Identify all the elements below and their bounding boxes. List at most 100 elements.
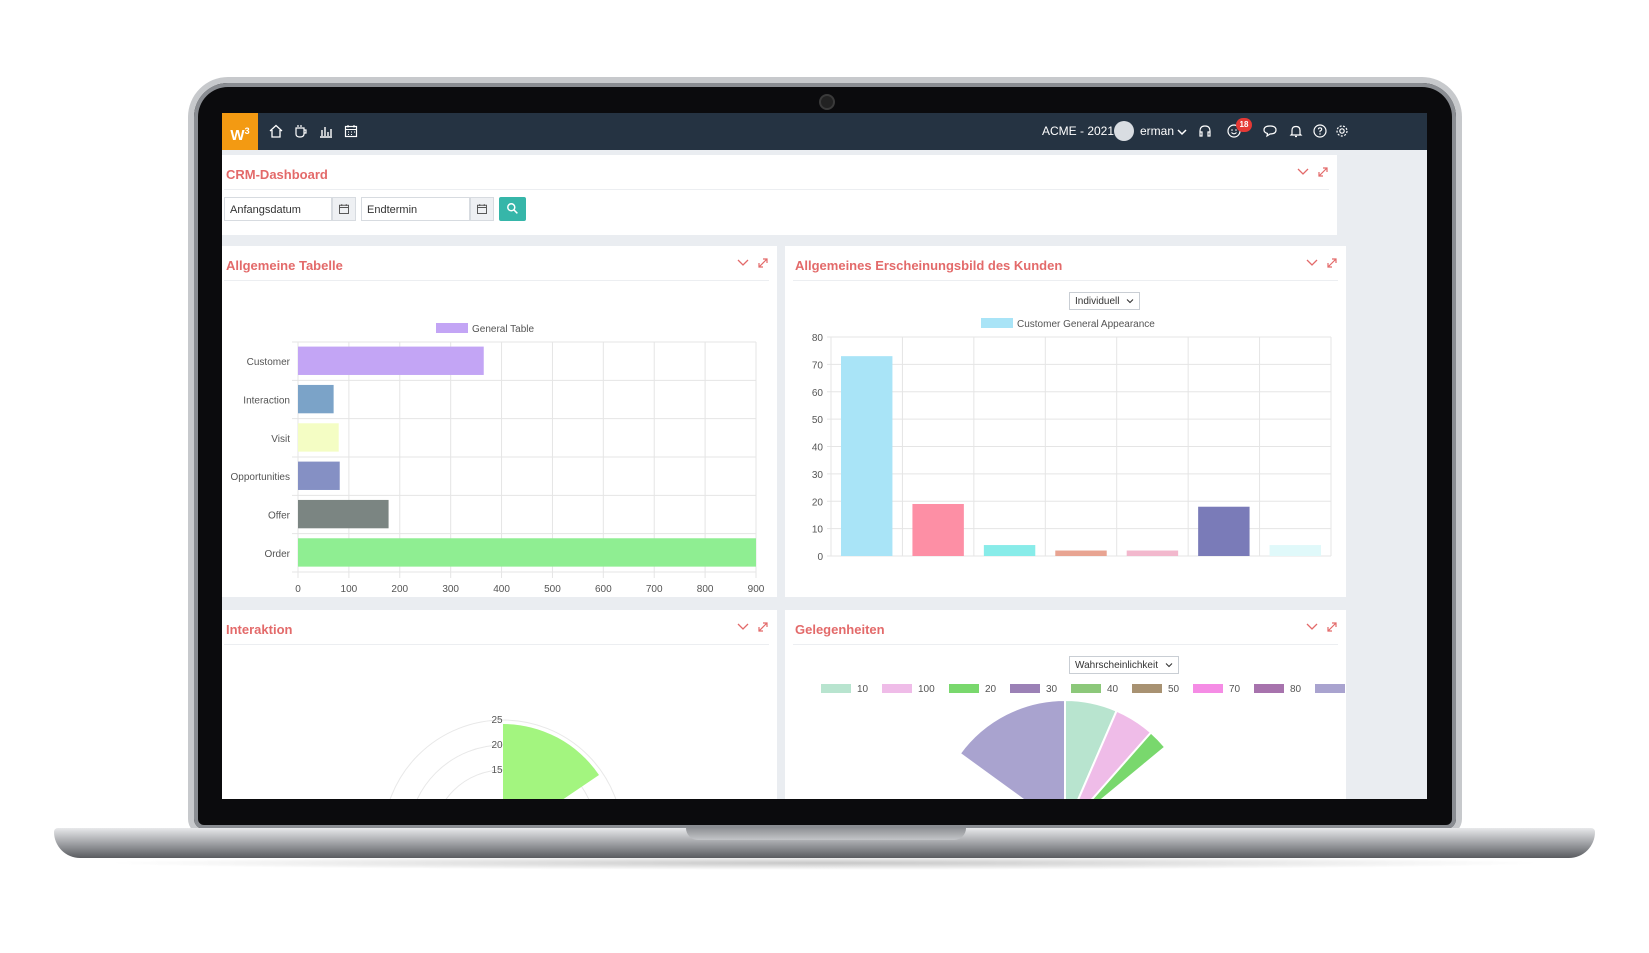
- opportunities-panel: Gelegenheiten Wahrscheinlichkeit 10 100 20…: [785, 610, 1346, 799]
- legend-label: 80: [1290, 684, 1302, 695]
- legend-swatch: [1193, 684, 1223, 693]
- legend-swatch: [1315, 684, 1345, 693]
- legend-swatch: [949, 684, 979, 693]
- page-title: CRM-Dashboard: [226, 167, 328, 182]
- webcam-icon: [819, 94, 835, 110]
- collapse-icon[interactable]: [736, 256, 750, 270]
- legend-label: 30: [1046, 684, 1058, 695]
- expand-icon[interactable]: [756, 620, 770, 634]
- expand-icon[interactable]: [1325, 256, 1339, 270]
- legend-label: 10: [857, 684, 869, 695]
- y-tick-label: 50: [812, 415, 824, 426]
- bar: [1126, 550, 1179, 556]
- polar-tick-label: 20: [491, 740, 503, 751]
- calendar-icon[interactable]: [343, 123, 359, 139]
- laptop-base-notch: [686, 828, 966, 840]
- legend-swatch: [1132, 684, 1162, 693]
- start-date-input[interactable]: Anfangsdatum: [224, 197, 332, 221]
- legend-swatch: [1071, 684, 1101, 693]
- divider: [793, 280, 1338, 281]
- y-tick-label: 0: [817, 552, 823, 563]
- bar: [1055, 550, 1107, 556]
- gear-icon[interactable]: [1334, 123, 1350, 139]
- y-tick-label: 30: [812, 470, 824, 481]
- panel-title: Allgemeines Erscheinungsbild des Kunden: [795, 258, 1063, 273]
- expand-icon[interactable]: [1325, 620, 1339, 634]
- y-tick-label: 80: [812, 333, 824, 344]
- bar: [298, 461, 340, 490]
- polar-tick-label: 15: [491, 765, 503, 776]
- legend-label: 40: [1107, 684, 1119, 695]
- collapse-icon[interactable]: [736, 620, 750, 634]
- app-screen: W3 ACME - 2021 erman 18 CRM-Dashboard An…: [222, 113, 1427, 799]
- general-table-panel: Allgemeine Tabelle General Table 0 100 200 3…: [222, 246, 777, 597]
- headset-icon[interactable]: [1197, 123, 1213, 139]
- probability-filter-select[interactable]: Wahrscheinlichkeit: [1069, 656, 1179, 674]
- bar: [1269, 545, 1321, 556]
- coffee-icon[interactable]: [293, 123, 309, 139]
- x-tick-label: 600: [595, 584, 612, 595]
- x-tick-label: 800: [697, 584, 714, 595]
- chat-icon[interactable]: [1262, 123, 1278, 139]
- panel-title: Interaktion: [226, 622, 293, 637]
- legend-label: General Table: [472, 324, 535, 335]
- collapse-icon[interactable]: [1305, 256, 1319, 270]
- polar-grid-ring: [389, 719, 617, 799]
- bar: [298, 423, 339, 452]
- chevron-down-icon: [1127, 299, 1134, 304]
- polar-tick-label: 25: [491, 715, 503, 726]
- bar: [841, 356, 893, 556]
- chevron-down-icon: [1165, 663, 1173, 668]
- expand-icon[interactable]: [756, 256, 770, 270]
- home-icon[interactable]: [268, 123, 284, 139]
- bar: [298, 538, 756, 567]
- x-tick-label: 0: [295, 584, 301, 595]
- opportunities-pie-chart: 1010020304050708090: [821, 684, 1345, 799]
- chevron-down-icon[interactable]: [1174, 124, 1190, 140]
- divider: [793, 644, 1338, 645]
- user-menu[interactable]: erman: [1140, 124, 1175, 138]
- end-date-calendar-button[interactable]: [470, 197, 494, 221]
- bar-chart-icon[interactable]: [318, 123, 334, 139]
- legend-label: Customer General Appearance: [1017, 319, 1155, 330]
- end-date-input[interactable]: Endtermin: [361, 197, 470, 221]
- y-tick-label: Order: [264, 549, 290, 560]
- legend-label: 50: [1168, 684, 1180, 695]
- calendar-icon: [339, 204, 349, 214]
- general-table-chart: General Table 0 100 200 300 400 500 600 700 800 90…: [231, 323, 765, 595]
- app-logo[interactable]: W3: [222, 113, 258, 150]
- avatar[interactable]: [1114, 121, 1134, 141]
- collapse-icon[interactable]: [1296, 165, 1310, 179]
- interaction-panel: Interaktion 25 20 15: [222, 610, 777, 799]
- y-tick-label: 10: [812, 525, 824, 536]
- help-icon[interactable]: [1312, 123, 1328, 139]
- x-tick-label: 900: [748, 584, 765, 595]
- customer-appearance-panel: Allgemeines Erscheinungsbild des Kunden …: [785, 246, 1346, 597]
- bar: [912, 503, 964, 556]
- divider: [224, 644, 769, 645]
- appearance-filter-select[interactable]: Individuell: [1069, 292, 1141, 310]
- y-tick-label: 70: [812, 360, 824, 371]
- legend-swatch: [1010, 684, 1040, 693]
- expand-icon[interactable]: [1316, 165, 1330, 179]
- divider: [224, 189, 1329, 190]
- collapse-icon[interactable]: [1305, 620, 1319, 634]
- y-tick-label: 40: [812, 443, 824, 454]
- search-button[interactable]: [499, 197, 526, 221]
- crm-dashboard-panel: CRM-Dashboard: [222, 155, 1337, 235]
- x-tick-label: 700: [646, 584, 663, 595]
- legend-label: 20: [985, 684, 997, 695]
- company-label[interactable]: ACME - 2021: [1042, 124, 1115, 138]
- x-tick-label: 400: [493, 584, 510, 595]
- x-tick-label: 500: [544, 584, 561, 595]
- bell-icon[interactable]: [1288, 123, 1304, 139]
- bar: [298, 499, 389, 529]
- calendar-icon: [477, 204, 487, 214]
- polar-segment: [503, 724, 599, 799]
- search-icon: [507, 203, 518, 214]
- customer-appearance-chart: Customer General Appearance 0 10 20 30 40 50 60…: [812, 318, 1332, 563]
- panel-title: Allgemeine Tabelle: [226, 258, 343, 273]
- pie-slice: [958, 698, 1066, 799]
- legend-label: 100: [918, 684, 935, 695]
- start-date-calendar-button[interactable]: [332, 197, 356, 221]
